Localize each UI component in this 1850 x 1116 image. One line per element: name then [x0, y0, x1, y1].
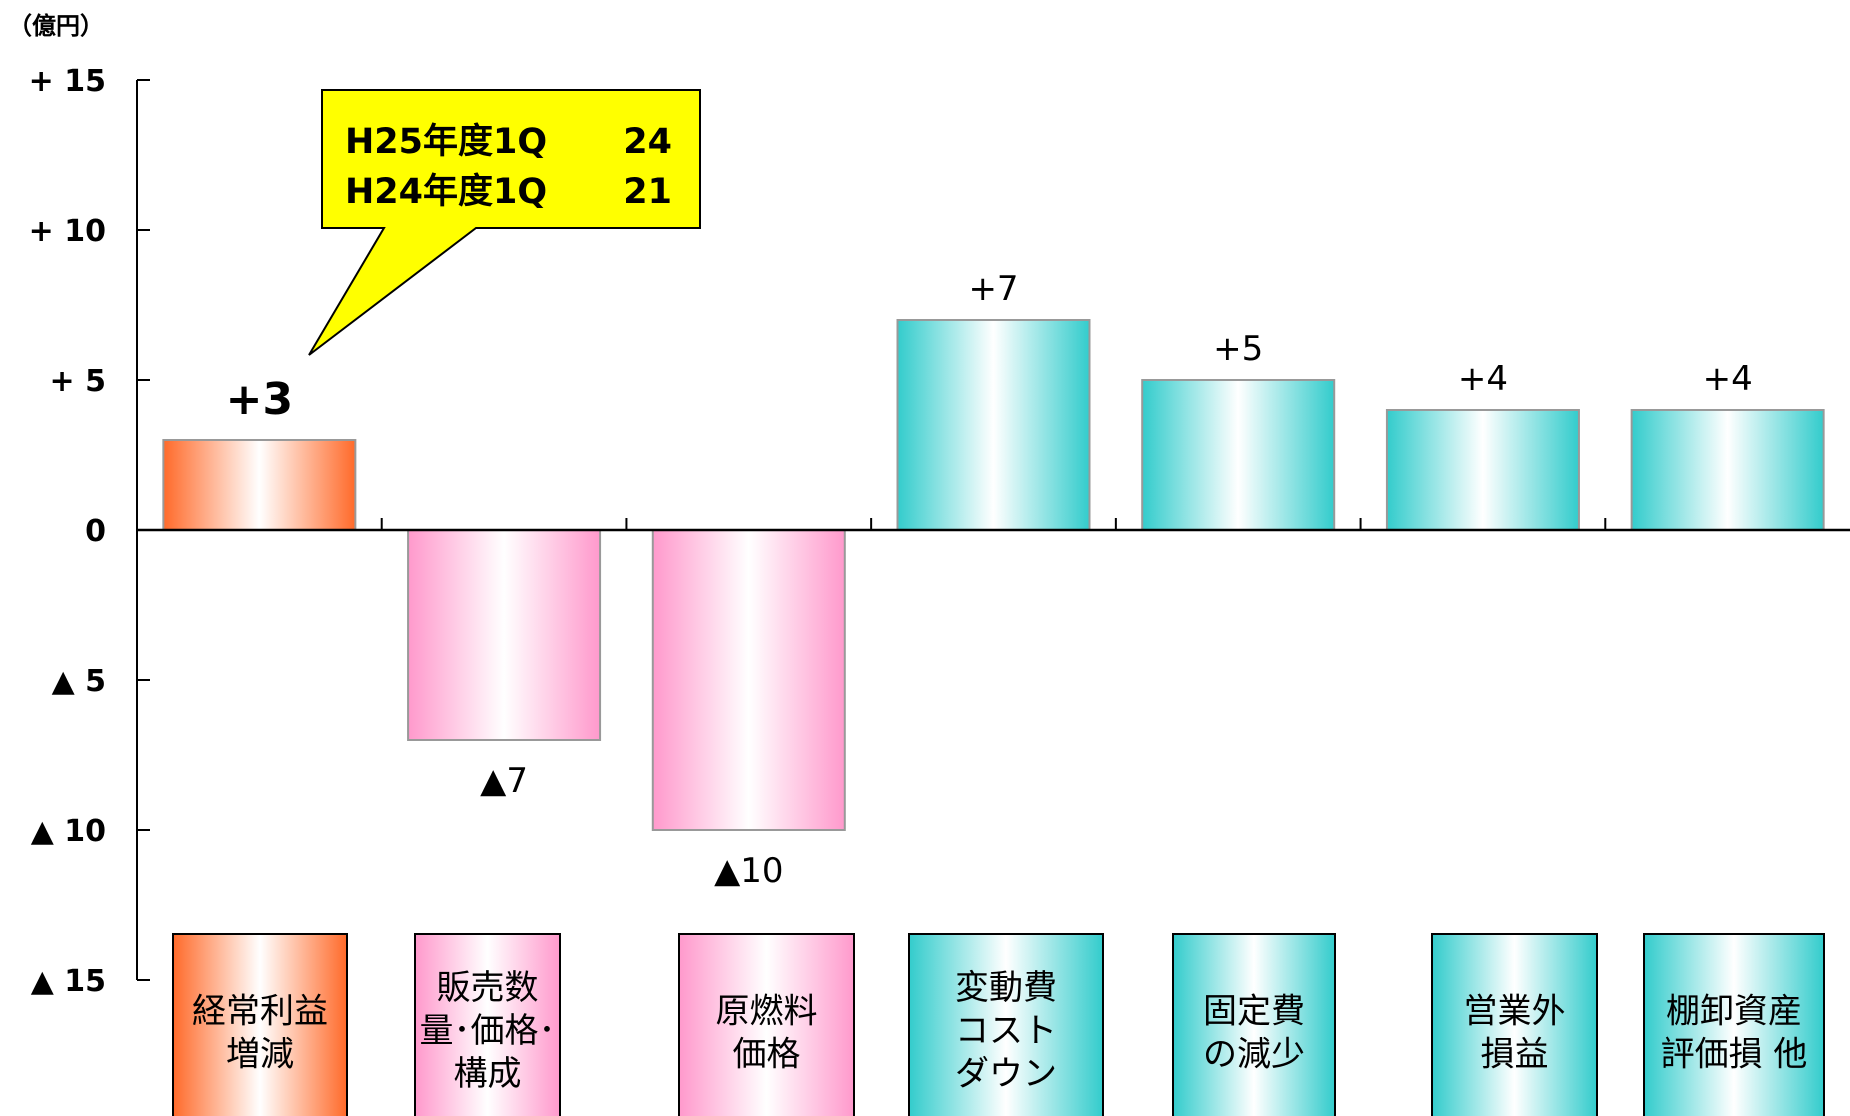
callout-box — [308, 89, 701, 356]
category-label: の減少 — [1203, 1035, 1305, 1075]
bar-1 — [162, 439, 357, 531]
data-label-2: ▲7 — [480, 761, 528, 801]
category-box-3 — [678, 933, 855, 1116]
data-label-5: +5 — [1213, 329, 1263, 369]
category-label: 損益 — [1481, 1035, 1549, 1075]
category-label: 増減 — [226, 1035, 294, 1075]
category-box-5 — [1172, 933, 1336, 1116]
category-label: 固定費 — [1203, 992, 1305, 1032]
category-label: 変動費 — [955, 968, 1057, 1008]
bar-5 — [1141, 379, 1336, 531]
category-box-6 — [1431, 933, 1598, 1116]
bar-4 — [896, 319, 1091, 531]
y-tick-label: 0 — [85, 514, 106, 549]
category-label: 販売数 — [437, 968, 539, 1008]
y-tick-label: ▲ 15 — [31, 964, 106, 999]
category-box-7 — [1643, 933, 1825, 1116]
category-box-1 — [172, 933, 348, 1116]
category-label: 原燃料 — [716, 992, 818, 1032]
baseline-ticks — [380, 518, 1607, 530]
callout-line-1-label: H25年度1Q — [345, 122, 547, 162]
data-label-1: +3 — [226, 374, 293, 425]
y-tick-label: ▲ 5 — [52, 664, 106, 699]
category-label: 価格 — [733, 1035, 801, 1075]
callout-line-2-value: 21 — [623, 172, 672, 212]
category-label: ダウン — [955, 1054, 1057, 1094]
category-label: 営業外 — [1464, 992, 1566, 1032]
data-label-6: +4 — [1458, 359, 1508, 399]
callout-line-1-value: 24 — [623, 122, 672, 162]
data-label-3: ▲10 — [714, 851, 783, 891]
category-label: コスト — [955, 1011, 1057, 1051]
bar-3 — [651, 529, 846, 831]
category-box-2 — [414, 933, 561, 1116]
y-tick-label: + 5 — [50, 364, 106, 399]
data-label-7: +4 — [1703, 359, 1753, 399]
y-tick-label: + 10 — [29, 214, 106, 249]
category-box-4 — [908, 933, 1104, 1116]
y-tick-label: ▲ 10 — [31, 814, 106, 849]
bar-6 — [1385, 409, 1580, 531]
category-label: 経常利益 — [192, 992, 328, 1032]
callout: H25年度1Q 24 H24年度1Q 21 — [308, 89, 701, 356]
bar-2 — [407, 529, 602, 741]
y-axis-ticks: + 15 + 10 + 5 0 ▲ 5 ▲ 10 ▲ 15 — [29, 64, 150, 999]
category-label: 棚卸資産 — [1666, 992, 1802, 1032]
category-label: 評価損 他 — [1661, 1035, 1808, 1075]
unit-label: （億円） — [8, 12, 104, 40]
category-label: 構成 — [454, 1054, 522, 1094]
category-label: 量･価格･ — [420, 1011, 556, 1051]
bar-7 — [1630, 409, 1825, 531]
data-label-4: +7 — [968, 269, 1018, 309]
bars — [162, 319, 1825, 831]
callout-line-2-label: H24年度1Q — [345, 172, 547, 212]
data-labels: +3 ▲7 ▲10 +7 +5 +4 +4 — [226, 269, 1753, 891]
y-tick-label: + 15 — [29, 64, 106, 99]
